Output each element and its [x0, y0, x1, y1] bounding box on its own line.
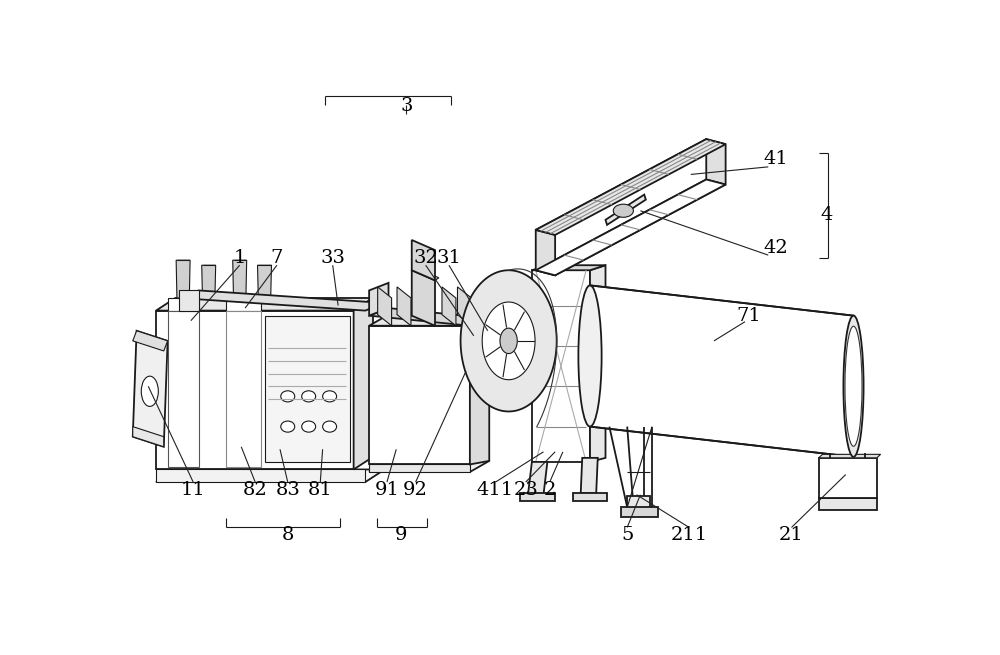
- Polygon shape: [461, 271, 557, 411]
- Polygon shape: [156, 298, 373, 310]
- Polygon shape: [606, 195, 646, 225]
- Text: 91: 91: [375, 481, 399, 498]
- Polygon shape: [621, 507, 658, 517]
- Polygon shape: [627, 496, 650, 508]
- Polygon shape: [179, 290, 199, 310]
- Polygon shape: [528, 462, 547, 495]
- Polygon shape: [532, 265, 606, 271]
- Ellipse shape: [845, 326, 862, 446]
- Polygon shape: [470, 314, 489, 464]
- Text: 7: 7: [271, 249, 283, 267]
- Polygon shape: [156, 470, 385, 482]
- Ellipse shape: [141, 376, 158, 406]
- Polygon shape: [378, 287, 392, 326]
- Ellipse shape: [302, 391, 316, 402]
- Polygon shape: [369, 461, 489, 472]
- Polygon shape: [264, 316, 350, 462]
- Polygon shape: [573, 493, 607, 501]
- Polygon shape: [482, 302, 535, 380]
- Polygon shape: [168, 310, 199, 467]
- Polygon shape: [466, 295, 485, 326]
- Text: 211: 211: [671, 526, 708, 544]
- Text: 9: 9: [395, 526, 407, 544]
- Polygon shape: [156, 310, 354, 470]
- Polygon shape: [233, 260, 247, 298]
- Polygon shape: [457, 287, 471, 326]
- Polygon shape: [369, 464, 470, 472]
- Polygon shape: [369, 326, 470, 464]
- Polygon shape: [590, 286, 854, 457]
- Polygon shape: [520, 493, 555, 501]
- Polygon shape: [500, 328, 517, 354]
- Polygon shape: [179, 290, 385, 310]
- Polygon shape: [226, 310, 261, 467]
- Polygon shape: [819, 458, 877, 498]
- Text: 2: 2: [544, 481, 556, 498]
- Ellipse shape: [468, 340, 487, 360]
- Text: 82: 82: [243, 481, 268, 498]
- Polygon shape: [819, 455, 881, 458]
- Text: 1: 1: [234, 249, 246, 267]
- Polygon shape: [369, 314, 489, 326]
- Ellipse shape: [302, 421, 316, 432]
- Polygon shape: [442, 287, 456, 326]
- Polygon shape: [156, 470, 365, 482]
- Polygon shape: [168, 298, 199, 310]
- Polygon shape: [412, 268, 439, 280]
- Polygon shape: [590, 265, 606, 462]
- Text: 23: 23: [513, 481, 538, 498]
- Text: 81: 81: [308, 481, 333, 498]
- Text: 71: 71: [736, 307, 761, 325]
- Text: 83: 83: [275, 481, 300, 498]
- Polygon shape: [369, 308, 489, 326]
- Polygon shape: [412, 271, 435, 326]
- Text: 32: 32: [413, 249, 438, 267]
- Text: 411: 411: [477, 481, 514, 498]
- Polygon shape: [536, 179, 726, 275]
- Polygon shape: [819, 498, 877, 510]
- Text: 3: 3: [400, 98, 413, 115]
- Ellipse shape: [843, 316, 864, 457]
- Polygon shape: [176, 260, 190, 298]
- Polygon shape: [133, 331, 168, 447]
- Text: 33: 33: [320, 249, 345, 267]
- Polygon shape: [412, 240, 435, 280]
- Ellipse shape: [578, 286, 602, 426]
- Polygon shape: [133, 426, 164, 447]
- Polygon shape: [133, 331, 168, 351]
- Ellipse shape: [323, 421, 337, 432]
- Polygon shape: [706, 139, 726, 185]
- Polygon shape: [369, 283, 388, 316]
- Text: 92: 92: [403, 481, 428, 498]
- Text: 4: 4: [820, 206, 833, 224]
- Text: 5: 5: [621, 526, 633, 544]
- Text: 8: 8: [282, 526, 294, 544]
- Polygon shape: [466, 326, 497, 371]
- Ellipse shape: [281, 391, 295, 402]
- Text: 41: 41: [764, 150, 788, 168]
- Ellipse shape: [613, 204, 633, 217]
- Text: 31: 31: [437, 249, 461, 267]
- Polygon shape: [397, 287, 411, 326]
- Text: 11: 11: [181, 481, 206, 498]
- Polygon shape: [581, 458, 598, 493]
- Polygon shape: [536, 179, 726, 275]
- Polygon shape: [536, 139, 706, 230]
- Ellipse shape: [323, 391, 337, 402]
- Polygon shape: [536, 139, 726, 235]
- Polygon shape: [354, 298, 373, 470]
- Text: 42: 42: [764, 238, 788, 257]
- Text: 21: 21: [779, 526, 804, 544]
- Polygon shape: [202, 265, 216, 298]
- Polygon shape: [532, 271, 590, 462]
- Ellipse shape: [281, 421, 295, 432]
- Ellipse shape: [474, 345, 482, 354]
- Polygon shape: [466, 321, 499, 326]
- Polygon shape: [258, 265, 271, 298]
- Polygon shape: [226, 298, 261, 310]
- Polygon shape: [536, 230, 555, 275]
- Polygon shape: [497, 321, 499, 371]
